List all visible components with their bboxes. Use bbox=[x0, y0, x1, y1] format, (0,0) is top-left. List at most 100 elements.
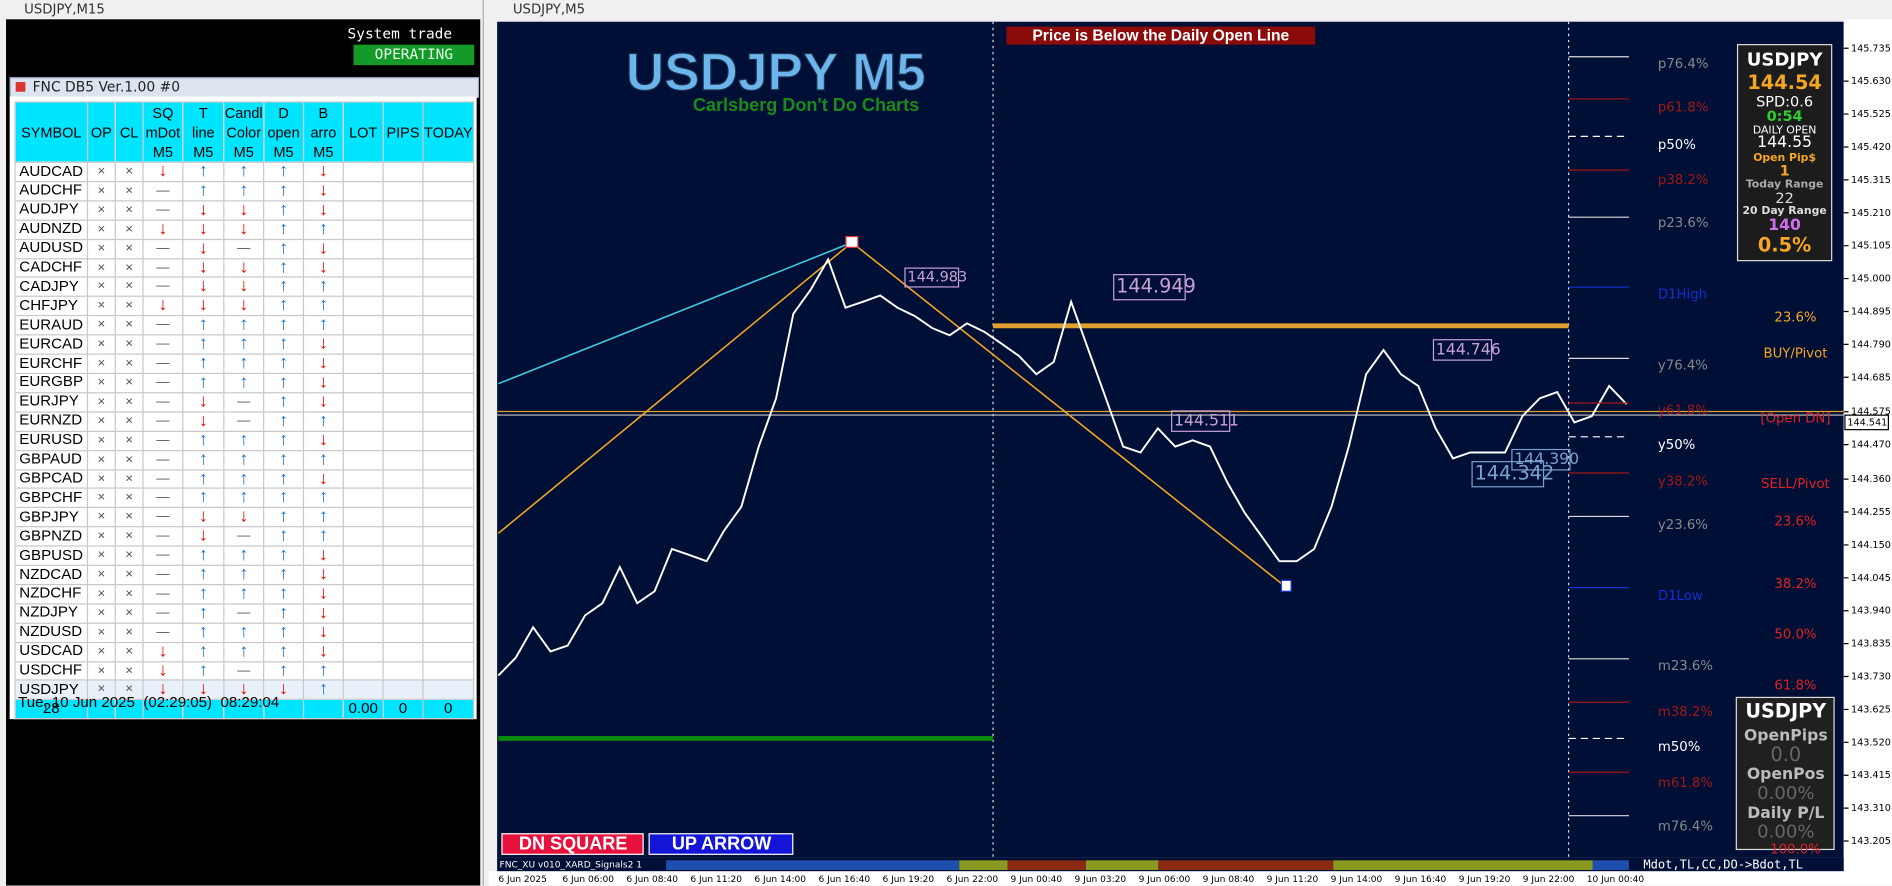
signal-cell: ↑ bbox=[263, 660, 305, 682]
signal: × bbox=[97, 164, 106, 179]
signal-cell bbox=[342, 583, 384, 605]
signal: ↑ bbox=[279, 584, 289, 604]
signal: ↑ bbox=[239, 584, 249, 604]
signal-cell: × bbox=[86, 296, 116, 317]
panel-title: FNC DB5 Ver.1.00 #0 bbox=[32, 78, 181, 96]
signal: ↓ bbox=[158, 162, 168, 181]
signal-cell bbox=[422, 564, 475, 586]
x-tick-label: 9 Jun 14:00 bbox=[1331, 875, 1383, 885]
signal-cell: ↑ bbox=[302, 219, 344, 240]
signal-cell bbox=[382, 276, 424, 298]
signal: ↑ bbox=[279, 507, 289, 527]
signal-cell: — bbox=[142, 276, 184, 298]
signal-cell: ↓ bbox=[223, 200, 265, 221]
signal: ↑ bbox=[318, 296, 328, 316]
signal-cell: — bbox=[142, 180, 184, 202]
price-label-box bbox=[1113, 274, 1186, 301]
y-tick-label: 143.625 bbox=[1851, 704, 1891, 715]
symbol: EURUSD bbox=[19, 430, 84, 448]
footer-cell: 28 bbox=[14, 699, 89, 720]
signal-cell: ↑ bbox=[263, 411, 305, 432]
signal: ↑ bbox=[198, 661, 208, 681]
y-tick-label: 144.255 bbox=[1851, 507, 1891, 518]
signal: ↑ bbox=[279, 450, 289, 469]
signal: ↓ bbox=[318, 430, 328, 450]
signal-cell bbox=[382, 392, 424, 413]
signal-cell: ↑ bbox=[223, 449, 265, 470]
signal: ↑ bbox=[279, 392, 289, 412]
signal-cell bbox=[342, 200, 384, 221]
signal-cell: ↓ bbox=[182, 392, 225, 413]
y-tick-label: 145.000 bbox=[1851, 274, 1891, 285]
signal: — bbox=[156, 413, 170, 429]
header-cell: SYMBOL bbox=[14, 101, 89, 163]
signal: × bbox=[97, 432, 106, 448]
signal: — bbox=[156, 567, 170, 582]
y-tick-label: 145.735 bbox=[1851, 43, 1891, 54]
pivot-label: 38.2% bbox=[1774, 577, 1816, 592]
signal-cell: ↑ bbox=[302, 526, 344, 547]
signal-cell: — bbox=[142, 507, 184, 528]
symbol: EURCAD bbox=[19, 335, 84, 352]
signal-cell: ↑ bbox=[263, 315, 305, 336]
footer-cell bbox=[302, 699, 344, 720]
signal-cell: ↑ bbox=[182, 603, 225, 624]
button-label[interactable]: UP ARROW bbox=[672, 833, 772, 853]
signal-cell: ↓ bbox=[302, 353, 344, 375]
footer-cell bbox=[86, 699, 116, 720]
signal-cell: ↑ bbox=[182, 487, 225, 509]
signal-cell: ↑ bbox=[263, 507, 305, 528]
signal-cell: ↑ bbox=[302, 679, 344, 701]
signal-cell: ↑ bbox=[263, 583, 305, 605]
signal: × bbox=[125, 682, 133, 697]
signal-cell: × bbox=[86, 353, 116, 375]
signal: — bbox=[237, 663, 251, 678]
signal-cell bbox=[382, 411, 424, 432]
signal-cell bbox=[342, 564, 384, 586]
y-axis-area bbox=[1843, 19, 1892, 886]
signal-cell: × bbox=[86, 487, 116, 509]
signal-cell: × bbox=[114, 315, 144, 336]
symbol-cell: AUDCAD bbox=[14, 161, 89, 183]
x-tick-label: 6 Jun 08:40 bbox=[626, 875, 678, 885]
level-label: p61.8% bbox=[1658, 100, 1709, 115]
price-label-box bbox=[904, 267, 960, 288]
symbol-cell: NZDCAD bbox=[14, 564, 89, 586]
signal: ↑ bbox=[239, 642, 249, 661]
system-trade-label: System trade bbox=[347, 25, 453, 43]
signal: ↑ bbox=[318, 277, 328, 297]
signal: ↑ bbox=[198, 622, 208, 642]
signal: ↑ bbox=[239, 354, 249, 373]
table-row: AUDCAD × × ↓ ↑ ↑ ↑ ↓ bbox=[14, 161, 475, 183]
signal: ↓ bbox=[318, 469, 328, 489]
signal-cell: × bbox=[114, 296, 144, 317]
signal: × bbox=[97, 663, 106, 678]
signal-cell: × bbox=[114, 161, 144, 183]
signal-cell: ↓ bbox=[142, 296, 184, 317]
signal-cell: × bbox=[114, 507, 144, 528]
price-label-box bbox=[1432, 339, 1493, 361]
signal-cell: ↑ bbox=[263, 372, 305, 394]
signal: ↑ bbox=[198, 181, 208, 201]
signal: ↓ bbox=[239, 296, 249, 316]
signal: × bbox=[97, 240, 106, 256]
price-chart: USDJPY M5 Carlsberg Don't Do Charts Pric… bbox=[488, 19, 1892, 886]
signal: ↑ bbox=[198, 584, 208, 604]
signal-cell: ↓ bbox=[182, 219, 225, 240]
signal-cell: — bbox=[142, 622, 184, 643]
signal-cell: ↓ bbox=[182, 507, 225, 528]
signal-cell: ↑ bbox=[263, 276, 305, 298]
signal-cell bbox=[342, 487, 384, 509]
button-label[interactable]: DN SQUARE bbox=[519, 833, 627, 853]
indicator-segment bbox=[1592, 860, 1629, 870]
signal: ↑ bbox=[239, 335, 249, 354]
signal-cell: × bbox=[114, 276, 144, 298]
signal-cell bbox=[342, 430, 384, 451]
signal-cell: × bbox=[114, 487, 144, 509]
signal: ↑ bbox=[198, 450, 208, 469]
signal: ↑ bbox=[279, 411, 289, 431]
signal-cell: ↑ bbox=[263, 238, 305, 259]
symbol-cell: USDCHF bbox=[14, 660, 89, 682]
signal: × bbox=[97, 375, 106, 390]
